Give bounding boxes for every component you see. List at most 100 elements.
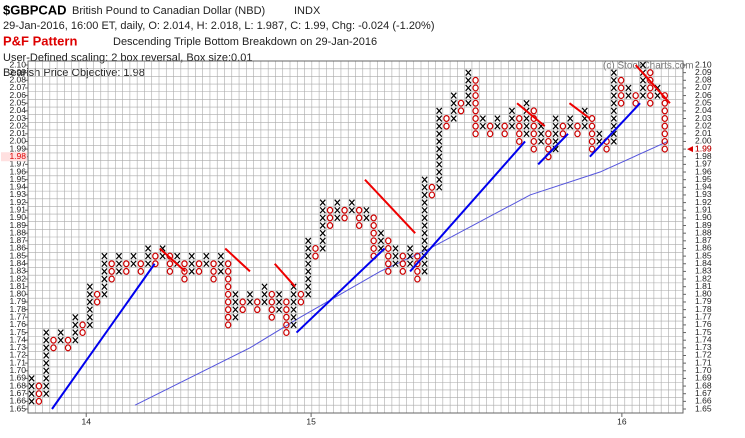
x-box	[407, 245, 414, 252]
x-box	[145, 260, 152, 268]
y-tick-label: 2.03	[695, 113, 712, 123]
y-tick-label: 2.04	[695, 105, 712, 115]
x-box	[57, 336, 64, 344]
objective: Bearish Price Objective: 1.98	[3, 67, 145, 79]
x-column	[232, 291, 239, 321]
resistance-line	[634, 64, 671, 104]
x-box	[450, 99, 457, 107]
x-column	[72, 313, 79, 344]
o-box	[414, 275, 421, 283]
o-box	[210, 260, 217, 268]
x-box	[465, 92, 472, 99]
x-box	[276, 306, 283, 313]
y-tick-label: 1.83	[9, 266, 26, 276]
x-box	[305, 245, 312, 252]
x-box	[86, 283, 93, 290]
o-box	[472, 130, 479, 138]
y-tick-label: 1.86	[695, 243, 712, 253]
o-box	[93, 290, 101, 298]
pattern: Descending Triple Bottom Breakdown on 29…	[113, 36, 377, 48]
o-box	[457, 107, 465, 115]
o-box	[50, 344, 57, 352]
o-box	[574, 130, 581, 138]
o-box	[661, 122, 669, 130]
x-column	[217, 252, 224, 275]
x-box	[101, 275, 108, 283]
y-tick-label: 1.99	[9, 143, 26, 153]
o-box	[530, 122, 538, 130]
x-box	[596, 130, 603, 138]
resistance-line	[224, 247, 251, 273]
instrument-name: British Pound to Canadian Dollar (NBD)	[72, 5, 265, 17]
x-box	[101, 268, 108, 275]
x-box	[436, 145, 443, 153]
support-line	[589, 102, 641, 158]
o-column	[516, 115, 523, 145]
x-box	[43, 352, 50, 359]
o-box	[588, 122, 596, 130]
x-box	[305, 275, 312, 283]
o-box	[530, 130, 538, 138]
x-box	[305, 291, 312, 298]
y-tick-label: 1.92	[9, 197, 26, 207]
x-box	[625, 92, 632, 99]
x-box	[290, 291, 297, 298]
y-tick-label: 1.89	[9, 220, 26, 230]
o-box	[661, 137, 669, 145]
x-box	[43, 344, 50, 352]
o-column	[79, 321, 86, 337]
y-tick-label: 1.94	[695, 182, 712, 192]
o-box	[472, 76, 479, 84]
x-box	[43, 390, 50, 398]
y-tick-label: 1.97	[695, 159, 712, 169]
x-column	[494, 115, 501, 130]
x-column	[276, 291, 283, 313]
o-box	[283, 298, 290, 306]
y-tick-label: 1.95	[9, 174, 26, 184]
o-column	[486, 122, 494, 138]
x-box	[392, 252, 399, 260]
x-box	[436, 168, 443, 176]
x-box	[334, 214, 341, 222]
o-box	[268, 290, 276, 298]
x-box	[305, 268, 312, 275]
y-tick-label: 1.74	[695, 334, 712, 344]
o-box	[661, 115, 669, 123]
x-column	[479, 115, 486, 130]
o-box	[370, 229, 377, 237]
o-box	[355, 206, 363, 214]
x-column	[305, 237, 312, 298]
support-line	[409, 140, 526, 273]
resistance-line	[516, 102, 546, 127]
last-price-box	[1, 152, 27, 162]
x-column	[334, 199, 341, 222]
o-column	[647, 69, 654, 107]
o-box	[486, 130, 494, 138]
exchange: INDX	[294, 5, 321, 17]
o-box	[224, 275, 232, 283]
y-tick-label: 2.01	[695, 128, 712, 138]
o-box	[385, 260, 392, 268]
x-column	[101, 252, 108, 298]
o-column	[472, 76, 479, 138]
x-box	[508, 122, 516, 130]
x-box	[232, 313, 239, 321]
o-column	[35, 382, 43, 405]
o-box	[647, 76, 654, 84]
o-column	[574, 122, 581, 138]
x-box	[43, 329, 50, 336]
x-box	[508, 107, 516, 115]
x-box	[610, 92, 617, 99]
x-box	[101, 252, 108, 260]
x-column	[319, 199, 326, 252]
o-box	[647, 84, 654, 92]
x-box	[115, 252, 123, 260]
o-box	[472, 115, 479, 123]
x-box	[305, 252, 312, 260]
o-box	[588, 130, 596, 138]
x-box	[639, 84, 647, 92]
x-box	[72, 329, 79, 336]
x-box	[436, 176, 443, 183]
x-box	[101, 283, 108, 290]
x-box	[246, 291, 254, 298]
